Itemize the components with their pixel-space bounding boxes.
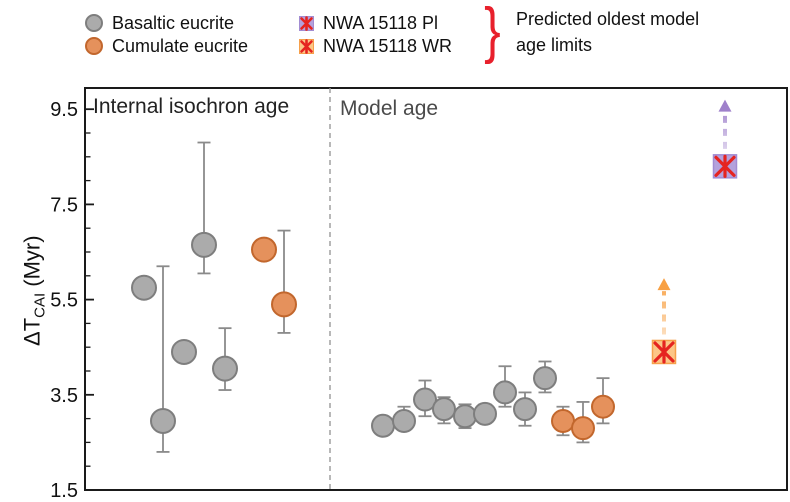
nwa15118-wr-arrow-head-icon [657, 278, 671, 291]
legend-note: Predicted oldest model age limits [516, 6, 699, 58]
cumulate-model-point [551, 408, 575, 433]
cumulate-eucrite-marker-icon [85, 37, 103, 55]
cumulate-model-point [571, 416, 595, 441]
basaltic-model-point [473, 401, 497, 426]
basaltic-internal-point [171, 338, 197, 365]
cumulate-model-point [591, 394, 615, 419]
nwa15118-wr-marker-icon [299, 38, 314, 54]
basaltic-model-point [371, 413, 395, 438]
legend-label-cumulate: Cumulate eucrite [112, 35, 249, 56]
legend-label-nwa15118-wr: NWA 15118 WR [323, 35, 453, 56]
basaltic-model-point [513, 397, 537, 422]
nwa15118-pl-marker-icon [299, 15, 314, 31]
legend-item-cumulate: Cumulate eucrite [85, 34, 248, 58]
legend-label-basaltic: Basaltic eucrite [112, 12, 235, 33]
legend-label-nwa15118-pl: NWA 15118 Pl [323, 12, 439, 33]
legend-note-line2: age limits [516, 35, 593, 55]
basaltic-eucrite-marker-icon [85, 14, 103, 32]
cumulate-internal-point [251, 236, 277, 263]
nwa15118-pl-arrow-head-icon [718, 99, 732, 112]
y-axis-tick-label: 5.5 [50, 290, 78, 312]
basaltic-internal-point [131, 274, 157, 301]
basaltic-model-point [432, 397, 456, 422]
legend-item-basaltic: Basaltic eucrite [85, 11, 234, 35]
y-axis-tick-label: 3.5 [50, 385, 78, 407]
basaltic-model-point [413, 387, 437, 412]
basaltic-internal-point [191, 231, 217, 258]
cumulate-internal-point [271, 291, 297, 318]
y-axis-tick-label: 9.5 [50, 99, 78, 121]
y-axis-tick-label: 7.5 [50, 194, 78, 216]
basaltic-internal-point [150, 407, 176, 434]
y-axis-tick-label: 1.5 [50, 480, 78, 502]
legend-item-nwa15118-wr: NWA 15118 WR [299, 34, 452, 58]
basaltic-model-point [453, 404, 477, 429]
brace-icon: } [484, 0, 501, 65]
basaltic-internal-point [212, 355, 238, 382]
basaltic-model-point [533, 366, 557, 391]
basaltic-model-point [493, 380, 517, 405]
plot-border [84, 87, 788, 491]
legend-note-line1: Predicted oldest model [516, 9, 700, 29]
section-label-internal-isochron: Internal isochron age [93, 95, 290, 118]
section-label-model-age: Model age [340, 97, 439, 120]
legend-item-nwa15118-pl: NWA 15118 Pl [299, 11, 438, 35]
basaltic-model-point [392, 408, 416, 433]
